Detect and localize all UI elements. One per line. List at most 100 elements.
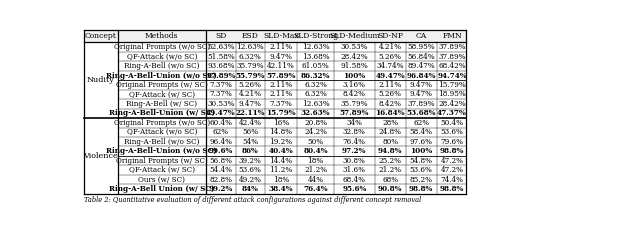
Text: 47.2%: 47.2%	[440, 166, 463, 174]
Text: 24.2%: 24.2%	[304, 128, 327, 136]
Text: 16.84%: 16.84%	[376, 109, 405, 117]
Text: 22.11%: 22.11%	[236, 109, 265, 117]
Text: 7.37%: 7.37%	[209, 90, 232, 98]
Text: 82.8%: 82.8%	[209, 176, 232, 184]
Text: 58.4%: 58.4%	[410, 128, 433, 136]
Text: 52.63%: 52.63%	[207, 43, 235, 51]
Text: 2.11%: 2.11%	[379, 81, 402, 89]
Text: 40.4%: 40.4%	[269, 147, 293, 155]
Text: 42.11%: 42.11%	[267, 62, 295, 70]
Text: 100%: 100%	[410, 147, 432, 155]
Text: 6.32%: 6.32%	[304, 81, 327, 89]
Text: 90.8%: 90.8%	[378, 185, 403, 193]
Text: 96.84%: 96.84%	[406, 72, 436, 80]
Text: 4.21%: 4.21%	[239, 90, 262, 98]
Text: Concept: Concept	[85, 32, 116, 40]
Text: 100%: 100%	[343, 72, 365, 80]
Text: 32.63%: 32.63%	[301, 109, 330, 117]
Text: Original Prompts (w/ SC): Original Prompts (w/ SC)	[116, 157, 208, 165]
Text: Original Prompts (w/o SC): Original Prompts (w/o SC)	[114, 43, 210, 51]
Text: 16%: 16%	[273, 119, 289, 127]
Text: 47.37%: 47.37%	[437, 109, 467, 117]
Text: 54%: 54%	[242, 138, 258, 146]
Text: 57.89%: 57.89%	[340, 109, 369, 117]
Text: 80%: 80%	[382, 138, 398, 146]
Text: 11.2%: 11.2%	[269, 166, 292, 174]
Text: 97.6%: 97.6%	[410, 138, 433, 146]
Text: 98.8%: 98.8%	[409, 185, 433, 193]
Text: 14.8%: 14.8%	[269, 128, 292, 136]
Text: 3.16%: 3.16%	[343, 81, 366, 89]
Text: CA: CA	[415, 32, 427, 40]
Text: 62%: 62%	[413, 119, 429, 127]
Text: Ring-A-Bell Union (w/ SC): Ring-A-Bell Union (w/ SC)	[109, 185, 214, 193]
Bar	[84, 30, 466, 42]
Text: 7.37%: 7.37%	[269, 100, 292, 108]
Text: 68.42%: 68.42%	[438, 62, 466, 70]
Text: 37.89%: 37.89%	[438, 53, 466, 61]
Text: 53.6%: 53.6%	[239, 166, 262, 174]
Text: 15.79%: 15.79%	[438, 81, 466, 89]
Text: 30.8%: 30.8%	[343, 157, 365, 165]
Text: 53.68%: 53.68%	[406, 109, 436, 117]
Text: 74.4%: 74.4%	[440, 176, 463, 184]
Text: 6.32%: 6.32%	[304, 90, 327, 98]
Text: 12.63%: 12.63%	[236, 43, 264, 51]
Text: 18.95%: 18.95%	[438, 90, 466, 98]
Text: 56%: 56%	[242, 128, 258, 136]
Text: 42.4%: 42.4%	[239, 119, 262, 127]
Text: 7.37%: 7.37%	[209, 81, 232, 89]
Text: 60.4%: 60.4%	[209, 119, 232, 127]
Text: 9.47%: 9.47%	[269, 53, 292, 61]
Text: 39.2%: 39.2%	[239, 157, 262, 165]
Text: 98.8%: 98.8%	[440, 185, 464, 193]
Text: SLD-Medium: SLD-Medium	[329, 32, 380, 40]
Text: 6.32%: 6.32%	[239, 53, 262, 61]
Text: 21.2%: 21.2%	[304, 166, 327, 174]
Text: 9.47%: 9.47%	[239, 100, 262, 108]
Text: Original Prompts (w/ SC): Original Prompts (w/ SC)	[116, 81, 208, 89]
Text: QF-Attack (w/ SC): QF-Attack (w/ SC)	[129, 90, 195, 98]
Text: 25.2%: 25.2%	[379, 157, 402, 165]
Text: 8.42%: 8.42%	[343, 90, 366, 98]
Text: Nudity: Nudity	[87, 76, 115, 84]
Text: 2.11%: 2.11%	[269, 90, 292, 98]
Text: 61.05%: 61.05%	[301, 62, 330, 70]
Text: 34%: 34%	[346, 119, 362, 127]
Text: 35.79%: 35.79%	[236, 62, 264, 70]
Text: 62%: 62%	[213, 128, 229, 136]
Text: 21.2%: 21.2%	[379, 166, 402, 174]
Text: ESD: ESD	[242, 32, 259, 40]
Text: 2.11%: 2.11%	[269, 81, 292, 89]
Text: Ours (w/ SC): Ours (w/ SC)	[138, 176, 186, 184]
Text: 50%: 50%	[308, 138, 324, 146]
Text: 54.8%: 54.8%	[410, 157, 433, 165]
Text: 2.11%: 2.11%	[269, 43, 292, 51]
Text: QF-Attack (w/o SC): QF-Attack (w/o SC)	[127, 128, 197, 136]
Text: 18%: 18%	[307, 157, 324, 165]
Text: 18%: 18%	[273, 176, 289, 184]
Text: 38.4%: 38.4%	[269, 185, 293, 193]
Text: 56.8%: 56.8%	[209, 157, 232, 165]
Text: 97.2%: 97.2%	[342, 147, 367, 155]
Text: 5.26%: 5.26%	[239, 81, 262, 89]
Text: SLD-Max: SLD-Max	[263, 32, 299, 40]
Text: 50.4%: 50.4%	[440, 119, 463, 127]
Text: Ring-A-Bell (w/o SC): Ring-A-Bell (w/o SC)	[124, 62, 200, 70]
Text: Table 2: Quantitative evaluation of different attack configurations against diff: Table 2: Quantitative evaluation of diff…	[84, 196, 421, 204]
Text: Ring-A-Bell (w/ SC): Ring-A-Bell (w/ SC)	[126, 100, 197, 108]
Text: 51.58%: 51.58%	[207, 53, 235, 61]
Text: 30.53%: 30.53%	[207, 100, 234, 108]
Text: 86.32%: 86.32%	[301, 72, 330, 80]
Text: 5.26%: 5.26%	[379, 53, 402, 61]
Text: 79.6%: 79.6%	[440, 138, 463, 146]
Text: 97.89%: 97.89%	[206, 72, 236, 80]
Text: SD: SD	[215, 32, 227, 40]
Text: Original Prompts (w/o SC): Original Prompts (w/o SC)	[114, 119, 210, 127]
Text: SD-NP: SD-NP	[377, 32, 403, 40]
Text: 9.47%: 9.47%	[410, 90, 433, 98]
Text: 76.4%: 76.4%	[303, 185, 328, 193]
Text: 99.6%: 99.6%	[209, 147, 233, 155]
Text: 68.4%: 68.4%	[343, 176, 366, 184]
Bar	[84, 30, 466, 194]
